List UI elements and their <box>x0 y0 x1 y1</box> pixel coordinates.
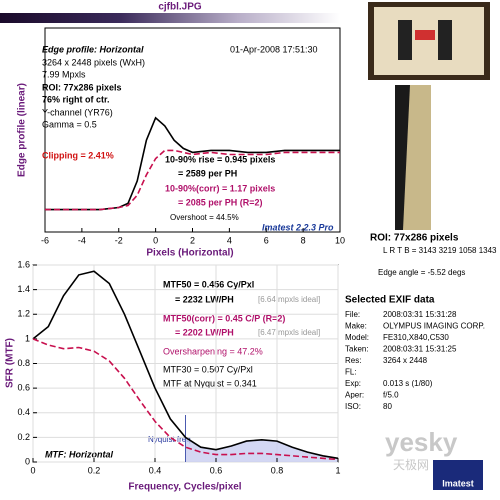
series-line <box>45 149 340 211</box>
thumbnail-roi <box>415 30 435 40</box>
y-tick-label: 0 <box>25 456 30 466</box>
annotation: = 2085 per PH (R=2) <box>178 197 263 207</box>
watermark: 天极网 <box>393 458 429 472</box>
annotation: = 2589 per PH <box>178 168 237 178</box>
nyquist-fill <box>185 437 338 462</box>
annotation: Y-channel (YR76) <box>42 107 113 117</box>
exif-label: ISO: <box>345 402 361 411</box>
exif-value: OLYMPUS IMAGING CORP. <box>383 322 485 331</box>
x-tick-label: 0.8 <box>271 465 284 475</box>
x-tick-label: 8 <box>301 235 306 245</box>
x-tick-label: 0.2 <box>88 465 101 475</box>
annotation: [6.47 mpxls ideal] <box>258 328 320 337</box>
exif-table: File: 2008:03:31 15:31:28 Make: OLYMPUS IMA… <box>345 310 485 411</box>
y-tick-label: 0.4 <box>17 407 30 417</box>
exif-label: Aper: <box>345 391 364 400</box>
y-tick-label: 0.8 <box>17 358 30 368</box>
exif-label: Model: <box>345 333 369 342</box>
exif-value: 3264 x 2448 <box>383 356 428 365</box>
thumbnail <box>368 2 490 80</box>
annotation: 3264 x 2448 pixels (WxH) <box>42 57 145 67</box>
exif-value: f/5.0 <box>383 391 399 400</box>
annotation: 10-90% rise = 0.945 pixels <box>165 154 275 164</box>
annotation: 7.99 Mpxls <box>42 69 86 79</box>
y-tick-label: 1.4 <box>17 284 30 294</box>
annotation: ROI: 77x286 pixels <box>42 82 122 92</box>
thumbnail-mark <box>438 20 452 60</box>
x-axis-label: Frequency, Cycles/pixel <box>128 482 241 493</box>
thumbnail-mark <box>398 20 412 60</box>
logo-box <box>433 460 483 490</box>
exif-value: FE310,X840,C530 <box>383 333 449 342</box>
x-tick-label: 6 <box>264 235 269 245</box>
exif-value: 0.013 s (1/80) <box>383 379 433 388</box>
watermark: yesky <box>385 427 458 457</box>
annotation: Overshoot = 44.5% <box>170 213 239 222</box>
x-tick-label: -2 <box>115 235 123 245</box>
y-tick-label: 1.2 <box>17 309 30 319</box>
series-line <box>32 270 339 460</box>
exif-label: FL: <box>345 368 357 377</box>
x-tick-label: 4 <box>227 235 232 245</box>
x-tick-label: 1 <box>335 465 340 475</box>
exif-title: Selected EXIF data <box>345 295 435 306</box>
exif-label: Res: <box>345 356 361 365</box>
x-tick-label: 0 <box>153 235 158 245</box>
annotation: Oversharpening = 47.2% <box>163 346 263 356</box>
exif-label: Make: <box>345 322 367 331</box>
mtf-chart: MTF50 = 0.456 Cy/Pxl = 2232 LW/PH [6.64 … <box>5 259 341 492</box>
series-line <box>45 116 340 211</box>
edge-chart: Edge profile: Horizontal 01-Apr-2008 17:… <box>17 27 345 259</box>
logo: Imatest <box>442 478 474 488</box>
x-tick-label: -6 <box>41 235 49 245</box>
y-tick-label: 1 <box>25 333 30 343</box>
annotation: MTF50 = 0.456 Cy/Pxl <box>163 279 254 289</box>
y-axis-label: SFR (MTF) <box>5 338 16 388</box>
series-line <box>32 338 339 461</box>
edge-angle: Edge angle = -5.52 degs <box>378 268 465 277</box>
annotation: MTF30 = 0.507 Cy/Pxl <box>163 364 253 374</box>
annotation: 76% right of ctr. <box>42 94 110 104</box>
gradient-bar <box>0 13 340 23</box>
x-tick-label: 0 <box>30 465 35 475</box>
annotation: [6.64 mpxls ideal] <box>258 295 320 304</box>
x-axis-label: Pixels (Horizontal) <box>146 248 233 259</box>
annotation: 10-90%(corr) = 1.17 pixels <box>165 183 275 193</box>
exif-value: 2008:03:31 15:31:25 <box>383 345 457 354</box>
annotation: 01-Apr-2008 17:51:30 <box>230 44 318 54</box>
annotation: Imatest 2.2.3 Pro <box>262 222 334 232</box>
x-tick-label: 2 <box>190 235 195 245</box>
annotation: MTF: Horizontal <box>45 449 113 459</box>
annotation: Nyquist freq. <box>148 435 193 444</box>
annotation: MTF at Nyquist = 0.341 <box>163 378 257 388</box>
annotation: Edge profile: Horizontal <box>42 44 144 54</box>
plot-frame <box>44 27 341 233</box>
annotation: Clipping = 2.41% <box>42 150 114 160</box>
x-tick-label: -4 <box>78 235 86 245</box>
exif-label: Taken: <box>345 345 369 354</box>
exif-label: File: <box>345 310 360 319</box>
thumbnail-chart <box>374 7 484 75</box>
x-tick-label: 0.6 <box>210 465 223 475</box>
file-title: cjfbl.JPG <box>158 2 202 13</box>
annotation: MTF50(corr) = 0.45 C/P (R=2) <box>163 313 285 323</box>
exif-value: 80 <box>383 402 392 411</box>
annotation: = 2202 LW/PH <box>175 327 234 337</box>
crop-dark <box>395 85 410 230</box>
roi-lrtb: L R T B = 3143 3219 1058 1343 <box>383 246 497 255</box>
x-tick-label: 0.4 <box>149 465 162 475</box>
y-tick-label: 1.6 <box>17 259 30 269</box>
y-axis-label: Edge profile (linear) <box>17 83 28 177</box>
y-tick-label: 0.6 <box>17 383 30 393</box>
exif-value: 2008:03:31 15:31:28 <box>383 310 457 319</box>
annotation: Gamma = 0.5 <box>42 119 97 129</box>
annotation: = 2232 LW/PH <box>175 294 234 304</box>
y-tick-label: 0.2 <box>17 432 30 442</box>
roi-crop <box>395 85 431 230</box>
roi-title: ROI: 77x286 pixels <box>370 233 459 244</box>
x-tick-label: 10 <box>335 235 345 245</box>
exif-label: Exp: <box>345 379 361 388</box>
